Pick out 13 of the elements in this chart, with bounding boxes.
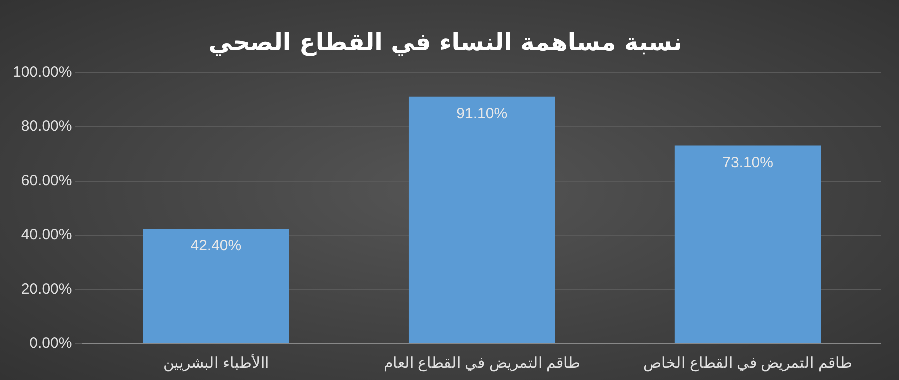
y-tick-label: 100.00% <box>13 64 72 81</box>
y-tick-label: 20.00% <box>21 280 72 298</box>
y-tick-label: 0.00% <box>30 335 72 352</box>
x-tick-label: طاقم التمريض في القطاع الخاص <box>644 355 852 372</box>
y-tick-label: 60.00% <box>21 172 72 190</box>
chart-title: نسبة مساهمة النساء في القطاع الصحي <box>208 28 682 57</box>
data-label: 91.10% <box>456 106 508 123</box>
data-label: 73.10% <box>722 154 774 172</box>
y-tick-label: 80.00% <box>21 118 72 136</box>
data-label: 42.40% <box>190 238 242 255</box>
y-tick-label: 40.00% <box>21 226 72 244</box>
x-tick-label: طاقم التمريض في القطاع العام <box>384 355 580 372</box>
x-tick-label: االأطباء البشريين <box>164 354 269 372</box>
